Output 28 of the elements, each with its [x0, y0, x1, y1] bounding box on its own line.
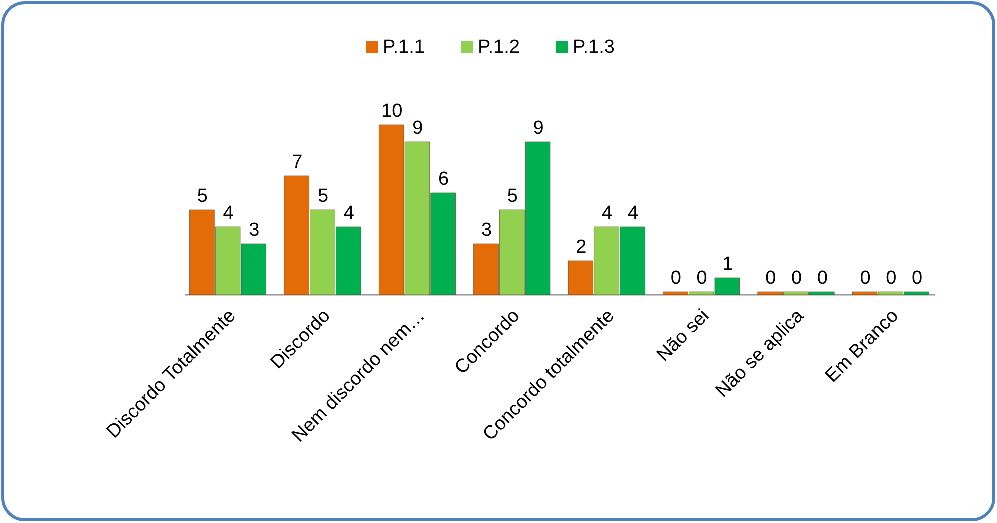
data-label: 2 — [576, 237, 587, 258]
data-label: 7 — [292, 152, 303, 173]
data-label: 0 — [670, 268, 682, 289]
data-label: 3 — [481, 220, 492, 241]
data-label: 3 — [249, 220, 260, 241]
data-label: 5 — [197, 186, 208, 207]
data-label: 0 — [912, 268, 923, 289]
data-label: 4 — [602, 203, 614, 224]
data-label: 0 — [886, 268, 897, 289]
legend-label: P.1.3 — [573, 37, 615, 58]
data-label: 9 — [412, 118, 424, 139]
data-label: 6 — [438, 169, 450, 190]
data-label: 5 — [318, 186, 329, 207]
legend-label: P.1.2 — [478, 37, 520, 58]
legend-label: P.1.1 — [383, 37, 425, 58]
data-label: 4 — [223, 203, 234, 224]
data-label: 9 — [533, 118, 544, 139]
data-label: 0 — [766, 268, 776, 289]
data-label: 0 — [696, 268, 708, 289]
x-tick-label: Não sei — [653, 306, 714, 366]
data-label: 0 — [860, 268, 871, 289]
data-label: 4 — [628, 203, 639, 224]
data-label: 0 — [817, 268, 828, 289]
data-label: 10 — [382, 101, 403, 122]
data-label: 5 — [507, 186, 518, 207]
data-label: 4 — [344, 203, 355, 224]
data-label: 0 — [791, 268, 802, 289]
data-label: 1 — [722, 254, 734, 275]
